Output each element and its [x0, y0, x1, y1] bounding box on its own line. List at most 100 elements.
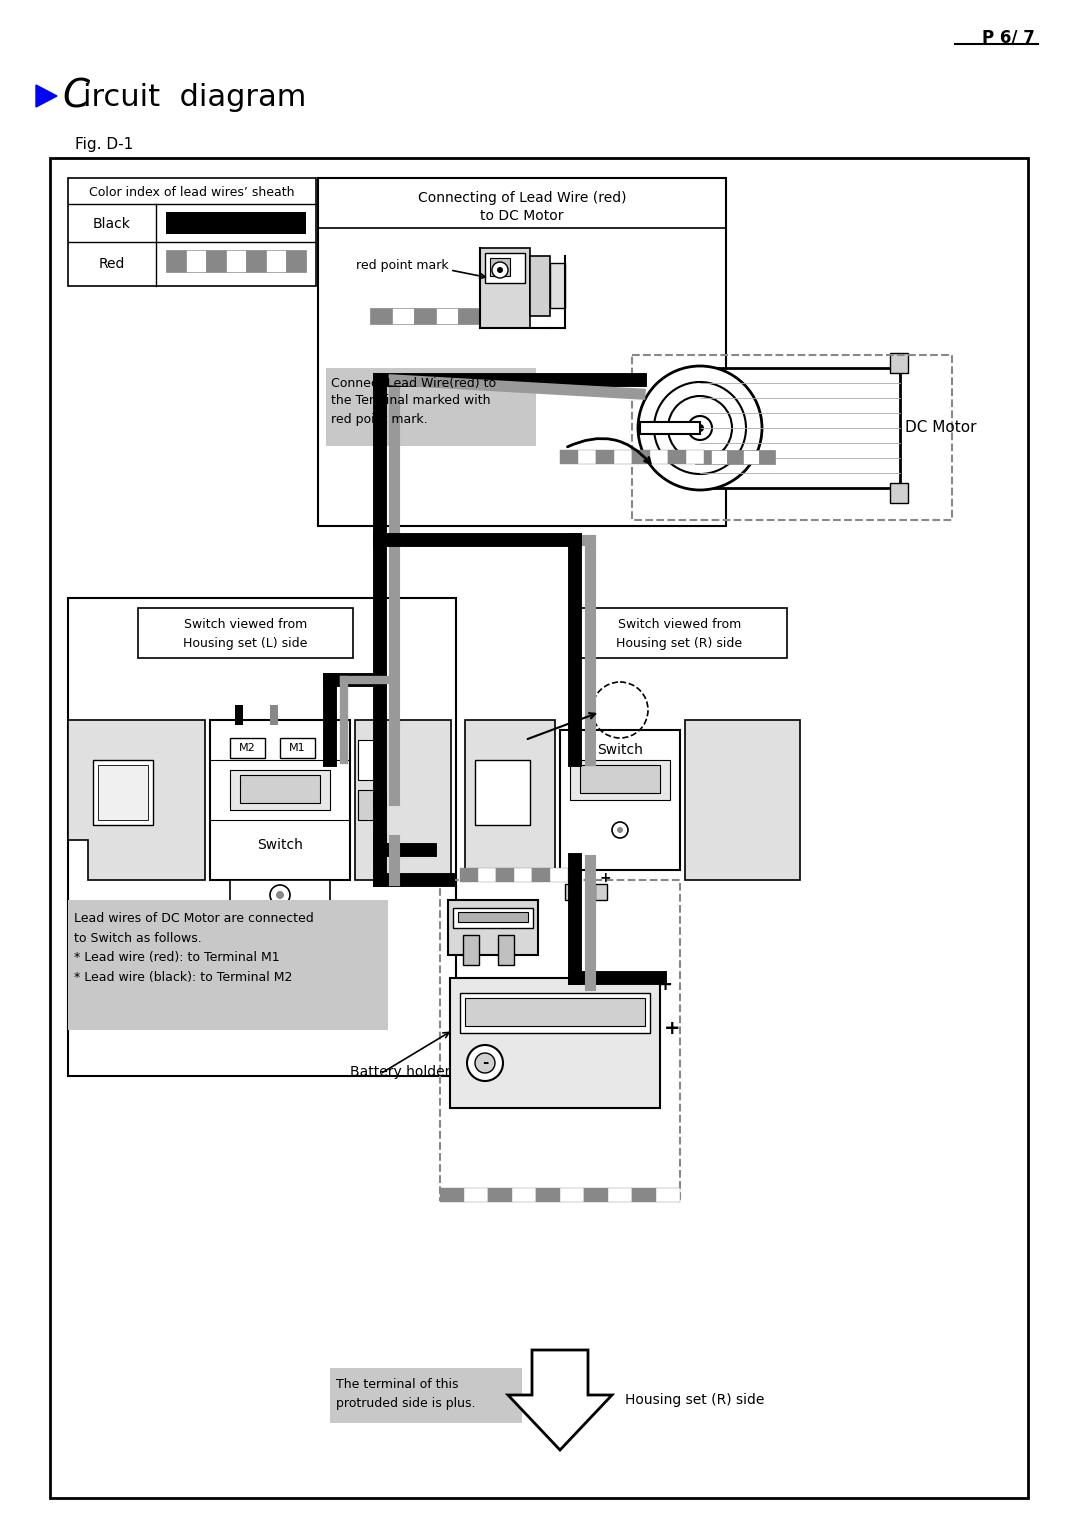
- Text: Housing set (L) side: Housing set (L) side: [184, 637, 308, 649]
- Bar: [166, 212, 306, 234]
- Circle shape: [696, 425, 704, 432]
- Polygon shape: [355, 721, 451, 880]
- Bar: [743, 450, 759, 464]
- Bar: [561, 450, 578, 464]
- Text: Housing set (R) side: Housing set (R) side: [617, 637, 743, 649]
- Circle shape: [270, 886, 291, 906]
- Bar: [550, 263, 565, 308]
- Circle shape: [612, 822, 627, 838]
- Text: to DC Motor: to DC Motor: [481, 209, 564, 223]
- Bar: [650, 450, 669, 464]
- Bar: [550, 867, 568, 883]
- Bar: [595, 884, 607, 899]
- Bar: [759, 450, 775, 464]
- Bar: [230, 738, 265, 757]
- Bar: [370, 308, 392, 324]
- Polygon shape: [508, 1350, 612, 1451]
- Bar: [496, 867, 514, 883]
- Bar: [98, 765, 148, 820]
- Text: C: C: [62, 76, 90, 115]
- Bar: [50, 157, 1028, 1498]
- Polygon shape: [36, 86, 57, 107]
- Text: Connect Lead Wire(red) to: Connect Lead Wire(red) to: [330, 377, 496, 389]
- Circle shape: [497, 267, 503, 273]
- Bar: [580, 765, 660, 793]
- Text: Lead wires of DC Motor are connected: Lead wires of DC Motor are connected: [75, 912, 314, 924]
- Bar: [700, 368, 900, 489]
- Bar: [270, 705, 278, 725]
- Text: +: +: [664, 1019, 680, 1037]
- Bar: [166, 250, 186, 272]
- Bar: [669, 450, 686, 464]
- Bar: [460, 993, 650, 1032]
- Bar: [572, 608, 787, 658]
- Bar: [186, 250, 206, 272]
- Text: ircuit  diagram: ircuit diagram: [83, 82, 307, 111]
- Text: to Switch as follows.: to Switch as follows.: [75, 931, 202, 945]
- Bar: [727, 450, 743, 464]
- Bar: [68, 179, 316, 286]
- Bar: [440, 880, 680, 1200]
- Bar: [436, 308, 458, 324]
- Bar: [536, 1188, 561, 1202]
- Bar: [458, 912, 528, 922]
- Bar: [478, 867, 496, 883]
- Bar: [460, 867, 478, 883]
- Circle shape: [669, 395, 732, 460]
- Text: Connecting of Lead Wire (red): Connecting of Lead Wire (red): [418, 191, 626, 205]
- Bar: [318, 179, 726, 525]
- Bar: [235, 705, 243, 725]
- Text: Switch viewed from: Switch viewed from: [184, 618, 307, 632]
- Bar: [463, 935, 480, 965]
- Circle shape: [467, 1044, 503, 1081]
- Bar: [280, 738, 315, 757]
- Circle shape: [654, 382, 746, 473]
- Circle shape: [492, 263, 508, 278]
- Bar: [490, 258, 510, 276]
- Bar: [498, 935, 514, 965]
- Bar: [514, 867, 532, 883]
- Bar: [357, 741, 383, 780]
- Bar: [632, 354, 951, 521]
- Circle shape: [475, 1054, 495, 1073]
- Text: red point mark: red point mark: [356, 260, 448, 272]
- Text: Housing set (R) side: Housing set (R) side: [625, 1393, 765, 1406]
- Bar: [93, 760, 153, 825]
- Bar: [584, 1188, 608, 1202]
- Bar: [656, 1188, 680, 1202]
- Bar: [286, 250, 306, 272]
- Bar: [392, 308, 414, 324]
- Bar: [570, 760, 670, 800]
- Bar: [226, 250, 246, 272]
- Bar: [453, 909, 534, 928]
- Text: +: +: [658, 976, 673, 994]
- Text: * Lead wire (black): to Terminal M2: * Lead wire (black): to Terminal M2: [75, 971, 293, 985]
- Text: +: +: [599, 870, 611, 886]
- Bar: [578, 450, 596, 464]
- Text: the Terminal marked with: the Terminal marked with: [330, 394, 490, 408]
- Bar: [890, 353, 908, 373]
- Text: Fig. D-1: Fig. D-1: [75, 137, 133, 153]
- Circle shape: [638, 366, 762, 490]
- Bar: [890, 483, 908, 502]
- Bar: [448, 899, 538, 954]
- Circle shape: [688, 415, 712, 440]
- Bar: [711, 450, 727, 464]
- Bar: [230, 880, 330, 910]
- Bar: [565, 884, 577, 899]
- Text: Red: Red: [98, 257, 125, 270]
- Text: protruded side is plus.: protruded side is plus.: [336, 1397, 475, 1411]
- Text: The terminal of this: The terminal of this: [336, 1377, 459, 1391]
- Bar: [632, 450, 650, 464]
- Bar: [68, 899, 388, 1031]
- Bar: [632, 1188, 656, 1202]
- Bar: [485, 253, 525, 282]
- Bar: [326, 368, 536, 446]
- Bar: [240, 776, 320, 803]
- Polygon shape: [68, 721, 205, 880]
- Bar: [512, 1188, 536, 1202]
- Bar: [458, 308, 480, 324]
- Bar: [561, 1188, 584, 1202]
- Bar: [206, 250, 226, 272]
- Text: Color index of lead wires’ sheath: Color index of lead wires’ sheath: [90, 185, 295, 199]
